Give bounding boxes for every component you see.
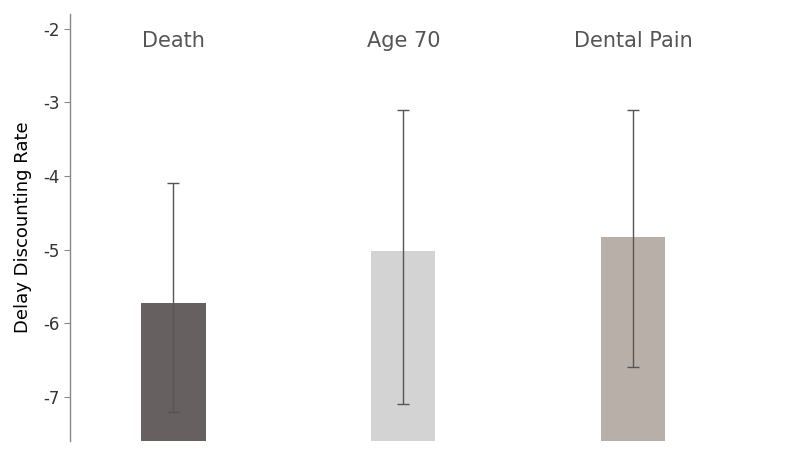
Text: Dental Pain: Dental Pain [574,31,692,51]
Bar [601,237,665,441]
Bar [141,303,205,441]
Text: Death: Death [142,31,204,51]
Text: Age 70: Age 70 [367,31,440,51]
Y-axis label: Delay Discounting Rate: Delay Discounting Rate [14,121,32,334]
Bar [371,251,436,441]
